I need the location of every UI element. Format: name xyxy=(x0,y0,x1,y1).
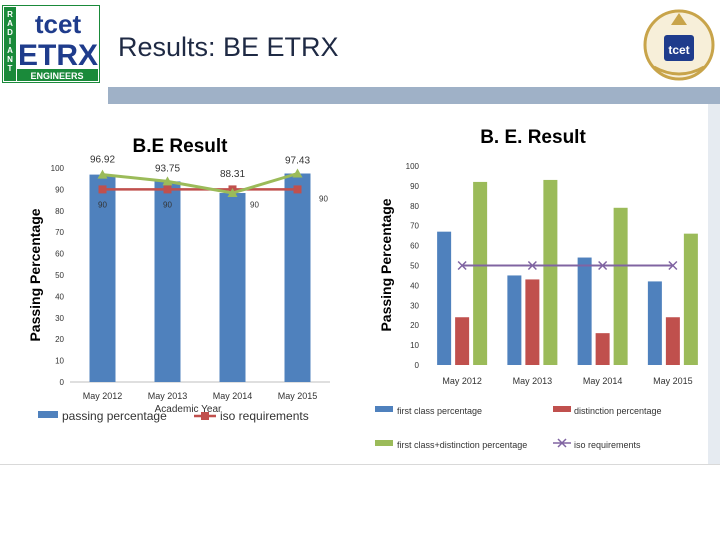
chart2-legend-label: first class percentage xyxy=(397,406,482,416)
chart1-ytick: 0 xyxy=(60,378,65,387)
chart1-ytick: 50 xyxy=(55,271,64,280)
chart2-category-label: May 2012 xyxy=(442,376,482,386)
chart2-legend-swatch xyxy=(553,406,571,412)
chart2-bar xyxy=(507,275,522,365)
chart2-bar xyxy=(543,179,558,365)
chart1-ytick: 80 xyxy=(55,207,64,216)
chart1-ytick: 70 xyxy=(55,228,64,237)
chart2-bar xyxy=(665,317,680,365)
chart2-legend-swatch xyxy=(375,406,393,412)
chart2-iso-marker xyxy=(598,260,608,271)
chart2-ytick: 70 xyxy=(410,222,419,231)
chart1-trend-marker xyxy=(162,176,173,186)
chart1-ytick: 30 xyxy=(55,314,64,323)
chart2-category-label: May 2014 xyxy=(583,376,623,386)
chart2-ytick: 0 xyxy=(415,361,420,370)
chart1-ytick: 40 xyxy=(55,292,64,301)
chart1-iso-label: 90 xyxy=(250,200,259,209)
header-bar xyxy=(108,87,720,104)
slide-title: Results: BE ETRX xyxy=(118,32,339,62)
chart1-data-label: 97.43 xyxy=(285,155,310,166)
chart2-ytick: 100 xyxy=(406,162,420,171)
chart1-legend-marker xyxy=(201,412,209,420)
chart1-category-label: May 2014 xyxy=(213,391,253,401)
chart1-trend-marker xyxy=(97,169,108,179)
be-result-breakdown-chart: B. E. Result Passing Percentage 0 10 20 30 40 5… xyxy=(375,127,698,450)
chart2-ytick: 60 xyxy=(410,242,419,251)
chart1-category-label: May 2012 xyxy=(83,391,123,401)
chart1-bar xyxy=(154,181,181,382)
chart2-ylabel: Passing Percentage xyxy=(378,198,394,331)
chart2-legend-label: first class+distinction percentage xyxy=(397,440,527,450)
chart2-iso-marker xyxy=(668,260,678,271)
chart1-iso-marker xyxy=(163,185,172,194)
chart1-data-label: 93.75 xyxy=(155,163,180,174)
chart2-category-label: May 2015 xyxy=(653,376,693,386)
chart1-title: B.E Result xyxy=(132,136,228,157)
be-result-chart: B.E Result Passing Percentage 0 10 20 30 40 50 6… xyxy=(27,136,330,423)
chart1-category-label: May 2015 xyxy=(278,391,318,401)
chart1-bar xyxy=(89,174,116,382)
chart2-bar xyxy=(683,233,698,365)
chart1-category-label: May 2013 xyxy=(148,391,188,401)
tcet-crest-logo: tcet xyxy=(643,9,715,81)
chart2-bar xyxy=(647,281,662,365)
chart1-iso-marker xyxy=(98,185,107,194)
svg-text:ENGINEERS: ENGINEERS xyxy=(30,71,83,81)
chart2-bar xyxy=(525,279,540,365)
chart2-ytick: 90 xyxy=(410,182,419,191)
chart2-iso-marker xyxy=(457,260,467,271)
divider xyxy=(0,464,720,465)
chart1-trend-marker xyxy=(292,168,303,178)
chart2-category-label: May 2013 xyxy=(513,376,553,386)
chart1-bar xyxy=(284,173,311,382)
chart2-legend-label: iso requirements xyxy=(574,440,641,450)
chart2-bar xyxy=(577,257,592,365)
chart2-ytick: 80 xyxy=(410,202,419,211)
chart1-iso-label: 90 xyxy=(163,200,172,209)
chart1-legend-swatch xyxy=(38,411,58,418)
chart1-data-label: 88.31 xyxy=(220,169,245,180)
chart1-xlabel: Academic Year xyxy=(155,404,222,415)
chart1-trend-line xyxy=(102,172,298,195)
chart1-iso-marker xyxy=(293,185,302,194)
chart1-bar xyxy=(219,193,246,382)
chart2-legend-marker xyxy=(557,438,567,448)
chart2-iso-marker xyxy=(527,260,537,271)
chart1-ytick: 100 xyxy=(51,164,65,173)
chart2-ytick: 10 xyxy=(410,341,419,350)
chart1-legend-label: iso requirements xyxy=(220,409,309,423)
chart2-bar xyxy=(473,181,488,365)
chart2-bar xyxy=(595,333,610,365)
svg-text:tcet: tcet xyxy=(35,9,82,39)
chart2-legend-swatch xyxy=(375,440,393,446)
chart2-ytick: 20 xyxy=(410,321,419,330)
chart1-legend-label: passing percentage xyxy=(62,409,167,423)
chart1-iso-label: 90 xyxy=(98,200,107,209)
chart2-bar xyxy=(455,317,470,365)
chart1-data-label: 96.92 xyxy=(90,155,115,166)
chart2-bar xyxy=(613,207,628,365)
chart2-ytick: 30 xyxy=(410,301,419,310)
chart2-legend-label: distinction percentage xyxy=(574,406,662,416)
chart2-ytick: 50 xyxy=(410,262,419,271)
svg-text:ETRX: ETRX xyxy=(18,39,98,72)
chart1-trend-marker xyxy=(227,188,238,198)
svg-text:tcet: tcet xyxy=(668,43,689,57)
chart2-ytick: 40 xyxy=(410,281,419,290)
chart1-ytick: 90 xyxy=(55,185,64,194)
chart1-ytick: 20 xyxy=(55,335,64,344)
right-accent-band xyxy=(708,104,720,464)
chart1-ytick: 10 xyxy=(55,357,64,366)
chart2-title: B. E. Result xyxy=(480,127,586,148)
chart2-bar xyxy=(437,231,452,365)
chart1-ylabel: Passing Percentage xyxy=(27,208,43,341)
chart1-ytick: 60 xyxy=(55,250,64,259)
chart1-iso-label: 90 xyxy=(319,194,328,203)
